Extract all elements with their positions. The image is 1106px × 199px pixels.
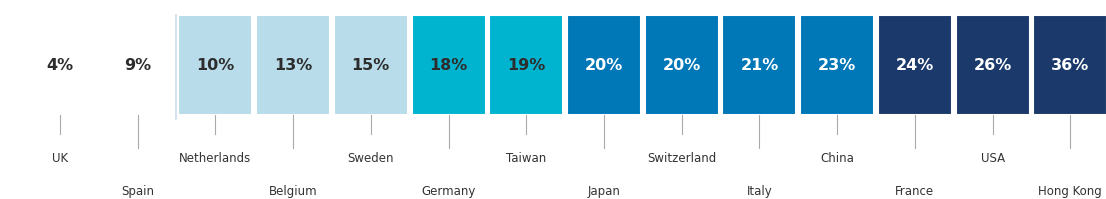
Text: 18%: 18% [429, 58, 468, 73]
Text: UK: UK [52, 152, 67, 165]
Bar [800, 16, 874, 115]
Bar [645, 16, 719, 115]
Text: 36%: 36% [1051, 58, 1089, 73]
Text: 19%: 19% [508, 58, 545, 73]
Bar [334, 16, 408, 115]
Text: China: China [821, 152, 854, 165]
Text: 20%: 20% [585, 58, 623, 73]
Text: 9%: 9% [124, 58, 152, 73]
Bar [567, 16, 641, 115]
Text: 10%: 10% [196, 58, 234, 73]
Text: 15%: 15% [352, 58, 390, 73]
Bar [956, 16, 1030, 115]
Bar [489, 16, 563, 115]
Text: Netherlands: Netherlands [179, 152, 251, 165]
Text: Japan: Japan [587, 185, 620, 198]
Text: Hong Kong: Hong Kong [1039, 185, 1103, 198]
Bar [411, 16, 486, 115]
Bar [1033, 16, 1106, 115]
Text: 23%: 23% [818, 58, 856, 73]
Text: Switzerland: Switzerland [647, 152, 717, 165]
Text: Germany: Germany [421, 185, 476, 198]
Text: Belgium: Belgium [269, 185, 317, 198]
Text: Taiwan: Taiwan [507, 152, 546, 165]
Text: 13%: 13% [274, 58, 312, 73]
Text: 26%: 26% [973, 58, 1012, 73]
Text: 21%: 21% [740, 58, 779, 73]
Text: 20%: 20% [662, 58, 701, 73]
Bar [257, 16, 330, 115]
Bar [722, 16, 796, 115]
Bar [878, 16, 952, 115]
Bar [178, 16, 252, 115]
Text: Sweden: Sweden [347, 152, 394, 165]
Text: Spain: Spain [122, 185, 154, 198]
Text: 24%: 24% [896, 58, 933, 73]
Text: 4%: 4% [46, 58, 73, 73]
Text: France: France [896, 185, 935, 198]
Text: Italy: Italy [747, 185, 772, 198]
Text: USA: USA [981, 152, 1004, 165]
